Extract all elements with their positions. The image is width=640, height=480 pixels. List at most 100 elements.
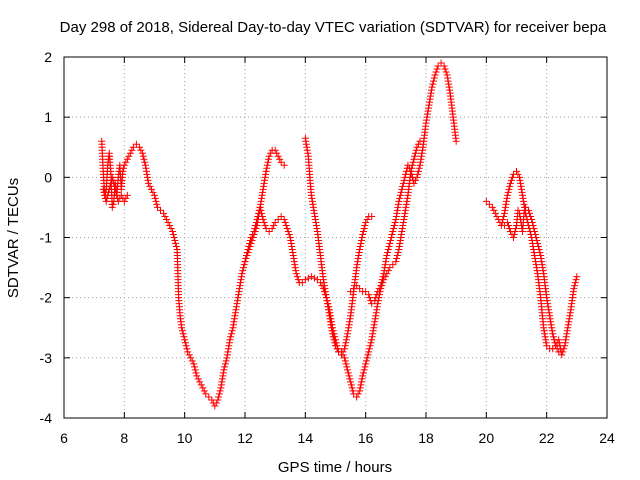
data-point bbox=[427, 92, 435, 100]
data-point bbox=[552, 342, 560, 350]
data-point bbox=[151, 194, 159, 202]
data-point bbox=[346, 318, 354, 326]
data-points bbox=[98, 59, 581, 410]
data-point bbox=[529, 221, 537, 229]
data-point bbox=[345, 372, 353, 380]
data-point bbox=[566, 309, 574, 317]
data-point bbox=[444, 74, 452, 82]
data-point bbox=[184, 348, 192, 356]
data-point bbox=[401, 173, 409, 181]
data-point bbox=[328, 327, 336, 335]
data-point bbox=[365, 345, 373, 353]
data-point bbox=[534, 240, 542, 248]
data-point bbox=[357, 237, 365, 245]
data-point bbox=[270, 221, 278, 229]
data-point bbox=[240, 261, 248, 269]
data-point bbox=[531, 227, 539, 235]
data-point bbox=[233, 300, 241, 308]
data-point bbox=[331, 339, 339, 347]
data-point bbox=[111, 182, 119, 190]
data-point bbox=[114, 197, 122, 205]
data-point bbox=[404, 161, 412, 169]
data-point bbox=[264, 158, 272, 166]
data-point bbox=[163, 215, 171, 223]
data-point bbox=[542, 339, 550, 347]
data-point bbox=[563, 327, 571, 335]
data-point bbox=[531, 255, 539, 263]
data-point bbox=[123, 155, 131, 163]
data-point bbox=[202, 390, 210, 398]
data-point bbox=[532, 261, 540, 269]
data-point bbox=[302, 140, 310, 148]
data-point bbox=[371, 318, 379, 326]
data-point bbox=[503, 194, 511, 202]
data-point bbox=[504, 188, 512, 196]
data-point bbox=[356, 384, 364, 392]
data-point bbox=[509, 234, 517, 241]
x-tick-label: 12 bbox=[237, 430, 253, 446]
data-point bbox=[304, 149, 312, 157]
data-point bbox=[386, 240, 394, 248]
data-point bbox=[280, 161, 288, 169]
data-point bbox=[383, 252, 391, 260]
data-point bbox=[183, 345, 191, 353]
data-point bbox=[545, 306, 553, 314]
data-point bbox=[149, 188, 157, 196]
data-point bbox=[286, 234, 294, 241]
data-point bbox=[394, 203, 402, 211]
data-point bbox=[147, 185, 155, 193]
data-point bbox=[219, 372, 227, 380]
data-point bbox=[452, 137, 460, 145]
data-point bbox=[153, 200, 161, 208]
data-point bbox=[332, 342, 339, 350]
data-point bbox=[442, 68, 450, 76]
data-point bbox=[329, 333, 337, 341]
data-point bbox=[261, 173, 269, 181]
data-point bbox=[294, 276, 302, 284]
data-point bbox=[313, 276, 321, 284]
data-point bbox=[393, 206, 401, 214]
data-point bbox=[271, 146, 279, 154]
data-point bbox=[339, 351, 347, 359]
data-point bbox=[543, 342, 551, 350]
data-point bbox=[504, 221, 512, 229]
data-point bbox=[510, 230, 518, 238]
data-point bbox=[365, 291, 373, 299]
data-point bbox=[572, 276, 580, 284]
data-point bbox=[109, 200, 117, 208]
data-point bbox=[390, 221, 398, 229]
data-point bbox=[215, 393, 223, 401]
data-point bbox=[361, 221, 369, 229]
data-point bbox=[564, 321, 572, 329]
data-point bbox=[397, 188, 405, 196]
data-point bbox=[366, 294, 374, 302]
data-point bbox=[357, 240, 365, 248]
data-point bbox=[368, 212, 376, 220]
data-point bbox=[341, 345, 349, 353]
data-point bbox=[142, 164, 150, 172]
data-point bbox=[252, 224, 260, 232]
data-point bbox=[381, 261, 389, 269]
data-point bbox=[354, 390, 362, 398]
data-point bbox=[319, 276, 327, 284]
data-point bbox=[298, 279, 306, 287]
data-point bbox=[199, 384, 207, 392]
data-point bbox=[538, 261, 546, 269]
y-tick-label: 1 bbox=[44, 109, 52, 125]
data-point bbox=[544, 303, 552, 311]
data-point bbox=[312, 218, 320, 226]
data-point bbox=[364, 351, 372, 359]
data-point bbox=[104, 188, 112, 196]
data-point bbox=[414, 167, 422, 175]
data-point bbox=[387, 237, 395, 245]
series-track-3 bbox=[241, 203, 376, 359]
data-point bbox=[514, 170, 522, 178]
data-point bbox=[211, 402, 219, 410]
data-point bbox=[517, 179, 525, 187]
data-point bbox=[539, 264, 547, 272]
data-point bbox=[224, 345, 232, 353]
data-point bbox=[540, 324, 548, 332]
data-point bbox=[373, 291, 381, 299]
data-point bbox=[356, 387, 364, 395]
data-point bbox=[359, 227, 367, 235]
